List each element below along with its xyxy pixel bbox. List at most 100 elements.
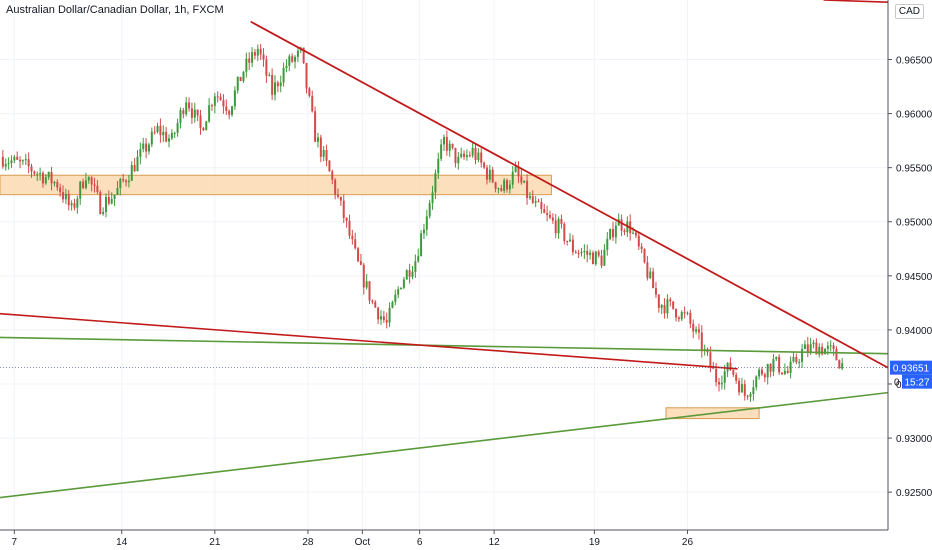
candle-body xyxy=(657,294,660,308)
candle-body xyxy=(379,316,382,320)
last-price-tag[interactable] xyxy=(890,360,932,375)
candle-body xyxy=(463,153,466,157)
candle-body xyxy=(50,171,53,184)
candle-body xyxy=(801,349,804,362)
x-tick-label: 26 xyxy=(682,537,694,548)
candle-body xyxy=(680,312,683,320)
candle-body xyxy=(10,160,13,164)
candle-body xyxy=(695,329,698,332)
candle-body xyxy=(729,362,732,371)
candle-body xyxy=(689,312,692,324)
candle-body xyxy=(812,342,815,345)
candle-body xyxy=(125,180,128,183)
candle-body xyxy=(437,158,440,174)
candle-body xyxy=(520,176,523,183)
candle-body xyxy=(826,345,829,349)
countdown-tag[interactable] xyxy=(902,374,932,389)
candle-body xyxy=(540,202,543,210)
candle-body xyxy=(700,332,703,351)
horizontal-support-line[interactable] xyxy=(0,336,889,355)
chart-title: Australian Dollar/Canadian Dollar, 1h, F… xyxy=(6,4,224,16)
candle-body xyxy=(150,131,153,145)
candle-body xyxy=(672,301,675,309)
candle-body xyxy=(669,299,672,302)
top-right-trendline-segment[interactable] xyxy=(823,0,889,3)
rising-support-trendline[interactable] xyxy=(0,391,889,499)
candle-body xyxy=(153,131,156,133)
candle-body xyxy=(216,96,219,98)
candle-body xyxy=(305,63,308,89)
candle-body xyxy=(90,177,93,185)
descending-resistance-trendline[interactable] xyxy=(250,20,889,369)
candle-body xyxy=(188,102,191,109)
candle-body xyxy=(740,384,743,393)
candle-body xyxy=(422,229,425,234)
candle-body xyxy=(248,58,251,63)
candle-body xyxy=(643,249,646,263)
candle-body xyxy=(531,196,534,203)
candle-body xyxy=(841,363,844,369)
candle-body xyxy=(348,220,351,236)
candle-body xyxy=(104,197,107,212)
candle-body xyxy=(53,181,56,184)
candle-body xyxy=(39,173,42,175)
candle-body xyxy=(156,125,159,133)
candle-body xyxy=(577,253,580,255)
candle-body xyxy=(806,344,809,353)
candle-body xyxy=(634,232,637,236)
lower-resistance-trendline[interactable] xyxy=(0,312,738,370)
candle-body xyxy=(328,160,331,172)
candle-body xyxy=(302,47,305,64)
candle-body xyxy=(64,193,67,200)
candle-body xyxy=(783,370,786,374)
candle-body xyxy=(27,159,30,167)
candle-body xyxy=(176,122,179,133)
candle-body xyxy=(683,312,686,314)
currency-label[interactable]: CAD xyxy=(894,4,924,19)
candle-body xyxy=(294,56,297,62)
candle-body xyxy=(600,255,603,266)
y-tick-label: 0.95500 xyxy=(896,164,932,175)
candle-body xyxy=(382,316,385,320)
candle-body xyxy=(139,149,142,157)
candle-body xyxy=(723,371,726,383)
candle-body xyxy=(262,54,265,60)
candle-body xyxy=(488,169,491,180)
candle-body xyxy=(534,201,537,203)
candle-body xyxy=(345,217,348,221)
candle-body xyxy=(231,106,234,115)
candle-body xyxy=(640,246,643,250)
x-tick-label: 28 xyxy=(302,537,314,548)
candle-body xyxy=(663,305,666,314)
candle-body xyxy=(122,179,125,181)
candle-body xyxy=(480,152,483,163)
candle-body xyxy=(614,225,617,238)
candle-body xyxy=(136,156,139,172)
candle-body xyxy=(758,369,761,377)
candle-body xyxy=(319,137,322,157)
candle-body xyxy=(508,184,511,190)
candle-body xyxy=(110,199,113,204)
candle-body xyxy=(185,102,188,115)
candle-body xyxy=(73,203,76,208)
candle-body xyxy=(789,361,792,373)
candle-body xyxy=(803,344,806,350)
candle-body xyxy=(583,250,586,252)
candle-body xyxy=(563,223,566,242)
candle-body xyxy=(79,181,82,199)
candle-body xyxy=(233,90,236,107)
candle-body xyxy=(342,200,345,218)
candle-body xyxy=(609,229,612,239)
candle-body xyxy=(468,155,471,157)
candle-body xyxy=(451,143,454,148)
candle-body xyxy=(755,376,758,388)
candle-body xyxy=(44,177,47,184)
candle-body xyxy=(440,144,443,159)
candle-body xyxy=(666,299,669,314)
candle-body xyxy=(276,82,279,87)
countdown-label: 15:27 xyxy=(904,378,929,389)
candle-body xyxy=(268,75,271,77)
candle-body xyxy=(70,203,73,206)
